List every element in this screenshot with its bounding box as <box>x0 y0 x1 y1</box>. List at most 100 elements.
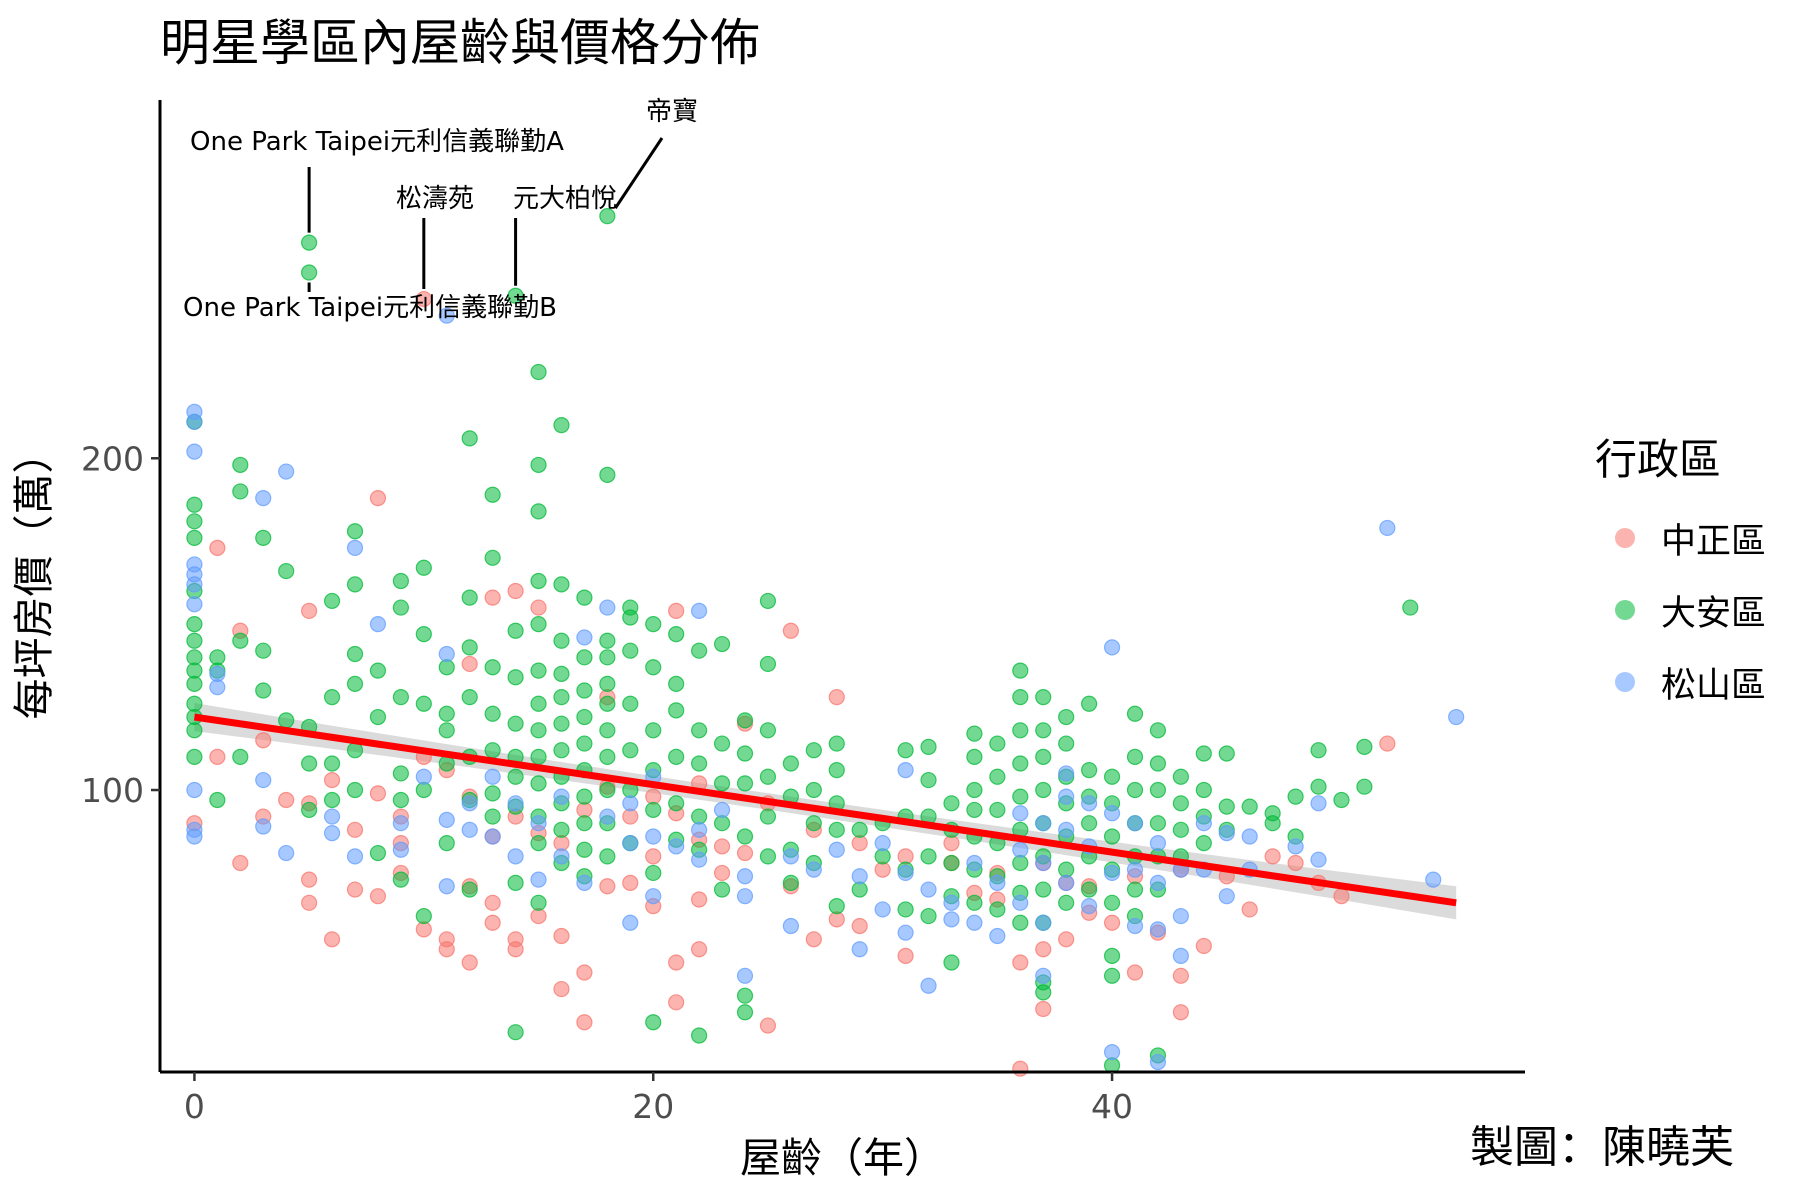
data-point <box>1149 834 1167 852</box>
data-point <box>438 811 455 828</box>
data-point <box>553 576 570 593</box>
data-point <box>461 689 478 706</box>
data-point <box>828 735 845 752</box>
data-point <box>1103 805 1121 822</box>
data-point <box>186 722 203 739</box>
data-point <box>484 742 501 759</box>
data-point <box>1012 662 1029 679</box>
legend-item-zhongzheng: 中正區 <box>1595 502 1766 574</box>
data-point <box>874 901 891 918</box>
data-point <box>1058 931 1075 948</box>
data-point <box>186 413 203 430</box>
data-point <box>736 828 754 845</box>
legend-item-songshan: 松山區 <box>1595 646 1766 718</box>
data-point <box>323 791 341 809</box>
data-point <box>461 639 478 656</box>
data-point <box>805 742 822 759</box>
data-point <box>392 815 409 832</box>
data-point <box>966 801 983 819</box>
data-point <box>1333 888 1350 905</box>
data-point <box>369 844 387 862</box>
data-point <box>668 954 685 971</box>
data-point <box>1012 788 1029 805</box>
data-point <box>461 795 478 812</box>
data-point <box>301 894 318 911</box>
data-point <box>897 762 914 779</box>
data-point <box>966 748 983 765</box>
data-point <box>691 891 708 908</box>
data-point <box>897 924 914 941</box>
data-point <box>1103 947 1121 964</box>
data-point <box>1035 815 1052 832</box>
data-point <box>599 808 616 825</box>
axes-layer: 0 20 40 100 200 屋齡（年） 每坪房價（萬） <box>10 100 1525 1182</box>
data-point <box>1081 881 1098 898</box>
data-point <box>668 795 685 812</box>
data-point <box>1218 825 1235 842</box>
data-point <box>438 722 455 739</box>
data-point <box>599 675 616 692</box>
data-point <box>668 675 685 692</box>
data-point <box>576 788 593 805</box>
data-point <box>1333 791 1350 809</box>
annotation-label: One Park Taipei元利信義聯勤B <box>183 293 557 323</box>
data-point <box>438 705 455 722</box>
data-point <box>484 828 501 845</box>
data-point <box>736 775 754 792</box>
data-point <box>186 576 203 593</box>
data-point <box>645 722 662 739</box>
data-point <box>622 742 639 759</box>
data-point <box>484 785 501 802</box>
data-point <box>301 602 318 619</box>
data-point <box>576 708 593 726</box>
data-point <box>736 868 754 885</box>
data-point <box>645 848 662 865</box>
data-point <box>1172 795 1189 812</box>
data-point <box>828 898 845 915</box>
data-point <box>507 287 524 304</box>
data-point <box>691 851 708 868</box>
data-point <box>1195 781 1212 799</box>
data-point <box>1035 1000 1052 1018</box>
data-point <box>989 801 1006 819</box>
x-tick-label: 20 <box>632 1087 674 1126</box>
data-point <box>530 616 547 633</box>
data-point <box>943 795 960 812</box>
data-point <box>713 801 731 819</box>
data-point <box>989 768 1006 785</box>
data-point <box>1081 815 1098 832</box>
data-point <box>507 931 524 948</box>
data-point <box>530 894 547 911</box>
data-point <box>691 1027 708 1044</box>
data-point <box>255 682 272 699</box>
data-point <box>782 874 799 892</box>
data-point <box>576 964 593 981</box>
data-point <box>1103 1043 1121 1061</box>
data-point <box>392 689 409 706</box>
data-point <box>186 443 203 460</box>
data-point <box>507 795 524 812</box>
data-point <box>1126 705 1144 722</box>
data-point <box>599 878 616 895</box>
data-point <box>897 864 914 882</box>
data-point <box>484 549 501 566</box>
annotation-leader <box>614 137 664 209</box>
data-point <box>943 954 960 971</box>
data-point <box>1126 881 1144 898</box>
data-point <box>599 695 616 712</box>
data-point <box>1103 894 1121 911</box>
data-point <box>691 722 708 739</box>
data-point <box>484 486 501 503</box>
data-point <box>759 655 777 673</box>
data-point <box>805 815 822 832</box>
data-point <box>369 489 387 507</box>
data-point <box>1058 788 1075 805</box>
y-axis-title: 每坪房價（萬） <box>10 433 58 720</box>
data-point <box>392 791 409 809</box>
data-point <box>966 725 983 742</box>
data-point <box>782 622 799 639</box>
data-point <box>530 662 547 679</box>
data-point <box>1012 755 1029 772</box>
data-point <box>736 1004 754 1021</box>
data-point <box>576 735 593 752</box>
